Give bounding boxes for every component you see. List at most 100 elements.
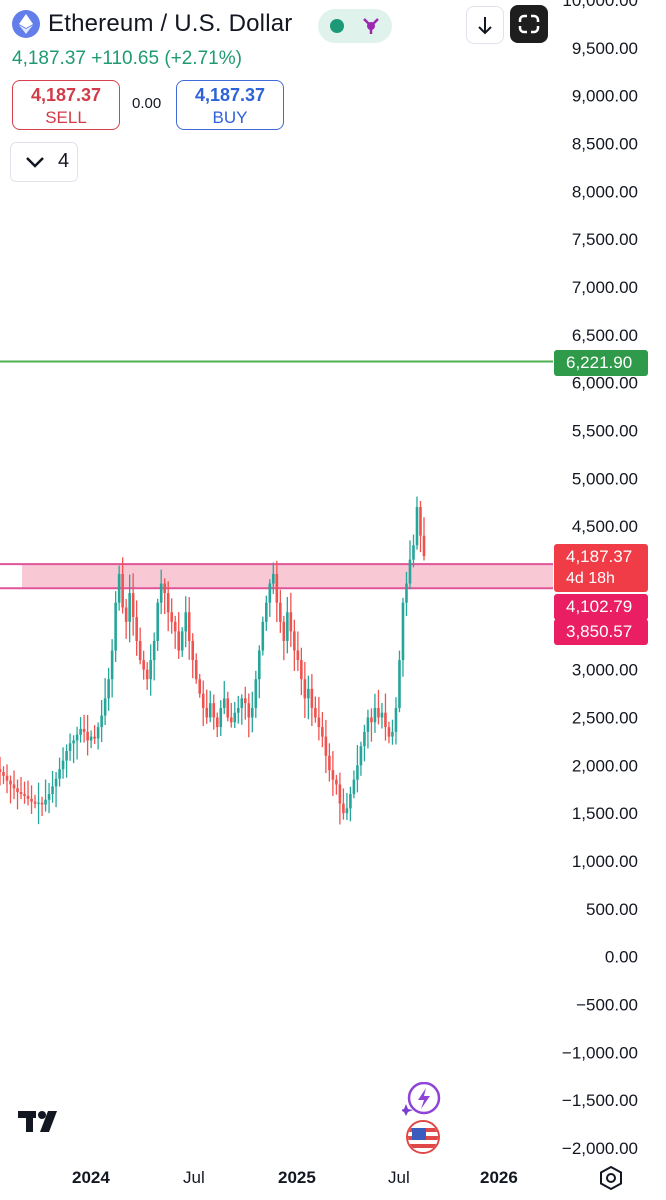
candle-body — [131, 593, 135, 618]
candle-body — [342, 803, 345, 814]
zone-bottom-price-tag[interactable]: 3,850.57 — [554, 619, 648, 645]
candle-body — [58, 769, 61, 779]
candle-body — [236, 707, 240, 713]
arrow-down-icon — [478, 17, 492, 35]
candle-body — [149, 660, 152, 680]
candle-body — [243, 698, 247, 704]
y-axis-tick: 0.00 — [605, 948, 638, 967]
candle-body — [215, 717, 219, 728]
candle-body — [356, 765, 359, 780]
candle-body — [405, 583, 408, 603]
candle-body — [0, 769, 2, 773]
y-axis-tick: 1,500.00 — [572, 804, 638, 823]
candle-body — [61, 760, 65, 770]
candle-body — [65, 750, 68, 761]
y-axis-tick: −1,000.00 — [562, 1043, 638, 1062]
candle-body — [254, 679, 258, 708]
candle-body — [268, 583, 272, 603]
sell-button[interactable]: 4,187.37 SELL — [12, 80, 120, 130]
candle-body — [89, 736, 93, 741]
current-price-tag[interactable]: 4,187.37 4d 18h — [554, 544, 648, 592]
y-axis-tick: −500.00 — [576, 996, 638, 1015]
candle-body — [419, 507, 422, 536]
candle-body — [184, 612, 188, 632]
candle-body — [159, 583, 163, 603]
candle-body — [145, 669, 149, 680]
candle-body — [212, 703, 216, 718]
candle-body — [300, 660, 303, 680]
candle-body — [187, 612, 191, 641]
y-axis-tick: −1,500.00 — [562, 1091, 638, 1110]
fullscreen-icon — [517, 13, 541, 35]
candle-body — [194, 660, 198, 680]
candle-body — [293, 631, 296, 651]
price-change-line: 4,187.37 +110.65 (+2.71%) — [12, 48, 242, 69]
interval-label[interactable]: 4 — [58, 150, 70, 172]
candle-body — [331, 770, 335, 780]
candle-body — [156, 602, 159, 641]
candle-body — [191, 640, 195, 661]
target-price-tag[interactable]: 6,221.90 — [554, 350, 648, 376]
candle-body — [103, 698, 107, 716]
y-axis-tick: 3,000.00 — [572, 661, 638, 680]
x-axis-label: Jul — [388, 1168, 410, 1187]
candle-body — [363, 731, 366, 747]
y-axis-tick: 6,500.00 — [572, 326, 638, 345]
candle-body — [100, 715, 103, 728]
candle-body — [96, 727, 100, 739]
spread-value: 0.00 — [132, 95, 162, 112]
candle-body — [250, 707, 254, 718]
candle-body — [5, 775, 9, 781]
y-axis-tick: 500.00 — [586, 900, 638, 919]
candle-body — [314, 707, 317, 718]
candlestick-series — [0, 496, 426, 825]
candle-body — [33, 801, 37, 804]
candle-body — [54, 778, 58, 787]
candle-body — [240, 698, 244, 708]
candle-body — [275, 574, 279, 603]
candle-body — [40, 802, 44, 805]
candle-body — [415, 507, 419, 546]
candle-body — [142, 660, 145, 670]
candle-body — [229, 717, 233, 723]
zone-top-price-tag[interactable]: 4,102.79 — [554, 594, 648, 620]
interval-selector[interactable] — [10, 142, 78, 182]
lightning-icon[interactable] — [402, 1082, 442, 1116]
y-axis-tick: 9,500.00 — [572, 39, 638, 58]
y-axis-tick: 1,000.00 — [572, 852, 638, 871]
candle-body — [173, 621, 177, 632]
candle-body — [391, 731, 394, 737]
candle-body — [138, 640, 142, 661]
settings-icon[interactable] — [598, 1165, 624, 1191]
candle-body — [2, 772, 5, 776]
candle-body — [135, 617, 138, 641]
candle-body — [279, 602, 282, 622]
candle-body — [75, 734, 79, 741]
candle-body — [307, 688, 310, 699]
market-open-dot — [330, 19, 344, 33]
candle-body — [170, 612, 174, 622]
sell-label: SELL — [45, 108, 87, 127]
share-icon[interactable] — [360, 15, 382, 37]
y-axis-tick: 9,000.00 — [572, 87, 638, 106]
candle-body — [110, 650, 114, 680]
symbol-title[interactable]: Ethereum / U.S. Dollar — [48, 10, 293, 37]
candle-body — [352, 779, 356, 795]
buy-button[interactable]: 4,187.37 BUY — [176, 80, 284, 130]
download-button[interactable] — [466, 6, 504, 44]
candle-body — [398, 660, 401, 708]
candle-body — [163, 583, 166, 594]
y-axis-tick: −2,000.00 — [562, 1139, 638, 1158]
candle-body — [152, 640, 156, 661]
candle-body — [408, 559, 412, 584]
us-flag-icon[interactable] — [406, 1120, 440, 1154]
x-axis-label: 2026 — [480, 1168, 518, 1187]
candle-body — [208, 703, 212, 718]
candle-body — [387, 727, 391, 737]
candle-body — [328, 755, 331, 771]
candle-body — [82, 728, 86, 732]
fullscreen-button[interactable] — [510, 5, 548, 43]
candle-body — [370, 717, 373, 723]
candle-body — [247, 703, 251, 718]
candle-body — [321, 727, 324, 737]
